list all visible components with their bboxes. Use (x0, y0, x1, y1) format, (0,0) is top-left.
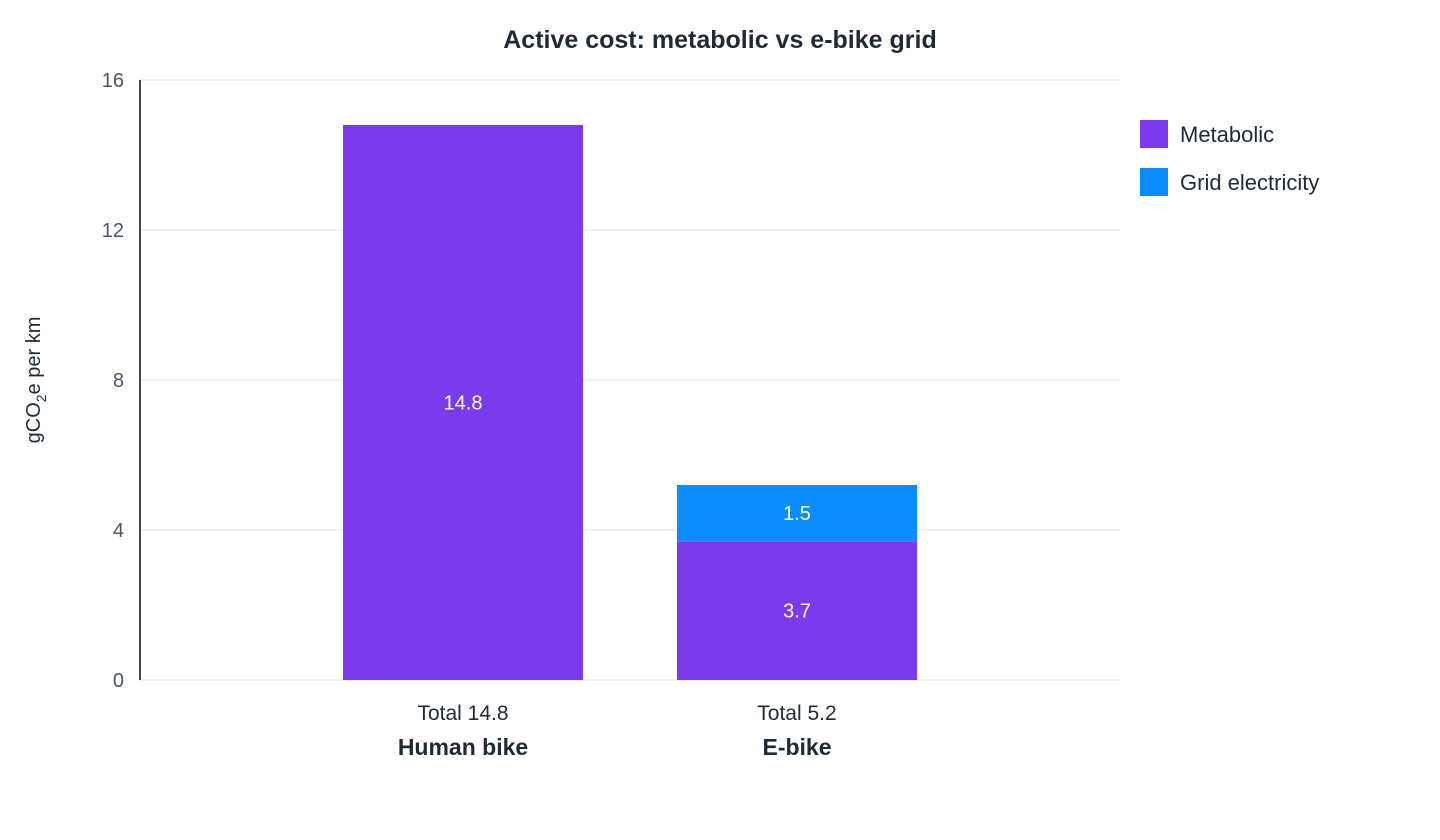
y-axis-label-sub: 2 (33, 394, 49, 402)
bar-segment (343, 125, 583, 680)
bar-segment (677, 485, 917, 542)
legend-swatch (1140, 120, 1168, 148)
y-tick-label: 0 (113, 670, 124, 692)
bar-segment (677, 541, 917, 680)
y-axis-label: gCO2e per km (23, 317, 49, 444)
bar-value-label: 1.5 (783, 503, 811, 525)
y-tick-labels: 0 4 8 12 16 (102, 70, 124, 692)
bar-total-label: Total 5.2 (757, 702, 836, 725)
bar-value-label: 14.8 (444, 393, 483, 415)
x-category-labels: Total 14.8 Human bike Total 5.2 E-bike (398, 702, 837, 760)
y-tick-label: 8 (113, 370, 124, 392)
chart-title: Active cost: metabolic vs e-bike grid (503, 26, 936, 54)
x-category-label: E-bike (762, 734, 831, 760)
y-axis-label-suffix: e per km (23, 317, 45, 395)
y-tick-label: 16 (102, 70, 124, 92)
y-axis-label-main: gCO (23, 402, 45, 443)
legend-label: Grid electricity (1180, 170, 1319, 195)
bars: 14.8 3.7 1.5 (343, 125, 917, 680)
bar-value-label: 3.7 (783, 601, 811, 623)
grid-lines (140, 79, 1120, 681)
legend: Metabolic Grid electricity (1140, 120, 1319, 196)
y-tick-label: 12 (102, 220, 124, 242)
x-category-label: Human bike (398, 734, 528, 760)
legend-swatch (1140, 168, 1168, 196)
y-tick-label: 4 (113, 520, 124, 542)
bar-total-label: Total 14.8 (417, 702, 508, 725)
legend-label: Metabolic (1180, 122, 1274, 147)
